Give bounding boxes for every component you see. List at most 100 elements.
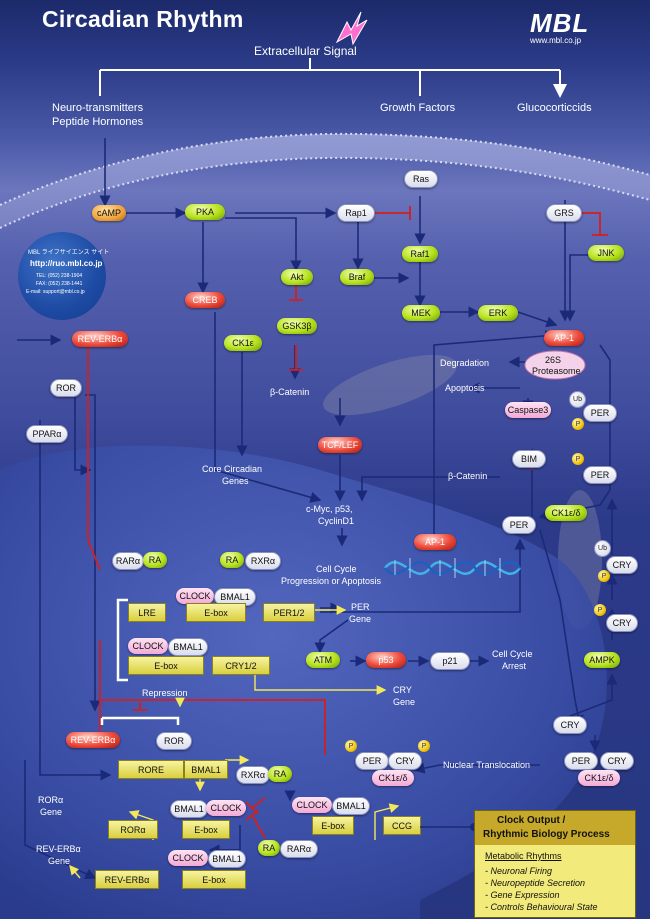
contact-line-1: MBL ライフサイエンス サイト — [28, 250, 110, 256]
camp-node: cAMP — [92, 205, 126, 221]
rara-node-left: RARα — [112, 552, 144, 570]
ppara-node: PPARα — [26, 425, 68, 443]
bmal1-gene-box: BMAL1 — [184, 760, 228, 779]
creb-node: CREB — [185, 292, 225, 308]
legend-item: - Controls Behavioural State — [485, 902, 598, 912]
brand-url: www.mbl.co.jp — [530, 36, 582, 45]
rara-node-2: RARα — [280, 840, 318, 858]
contact-line-3: TEL: (052) 238-1904 — [36, 273, 83, 279]
phosphate-icon: P — [594, 604, 606, 616]
proteasome-shape — [524, 350, 586, 380]
reverb-gene-label-1: REV-ERBα — [36, 844, 81, 854]
peptide-hormones-label: Peptide Hormones — [52, 116, 144, 128]
cry-node-4: CRY — [388, 752, 422, 770]
cry12-box: CRY1/2 — [212, 656, 270, 675]
cell-cycle-label: Cell Cycle — [316, 564, 357, 574]
raf1-node: Raf1 — [402, 246, 438, 262]
bmal1-node-5: BMAL1 — [208, 850, 246, 868]
cry-gene-label-2: Gene — [393, 697, 416, 707]
ubiquitin-icon: Ub — [569, 391, 586, 408]
ck1ed-node-3: CK1ε/δ — [372, 770, 414, 786]
beta-catenin-label-2: β-Catenin — [448, 471, 488, 481]
bmal1-node-3: BMAL1 — [170, 800, 208, 818]
clock-output-legend: Clock Output / Rhythmic Biology Process … — [474, 810, 636, 918]
per-gene-label-1: PER — [351, 602, 370, 612]
jnk-node: JNK — [588, 245, 624, 261]
clock-node-3: CLOCK — [206, 800, 246, 816]
contact-info-badge: MBL ライフサイエンス サイト http://ruo.mbl.co.jp TE… — [18, 232, 110, 320]
rxra-node-2: RXRα — [236, 766, 270, 784]
degradation-label: Degradation — [440, 358, 490, 368]
phosphate-icon: P — [598, 570, 610, 582]
ccg-box: CCG — [383, 816, 421, 835]
ebox-2: E-box — [128, 656, 204, 675]
cry-node-3: CRY — [553, 716, 587, 734]
ebox-4: E-box — [312, 816, 354, 835]
rora-gene-label-2: Gene — [40, 807, 63, 817]
phosphate-icon: P — [345, 740, 357, 752]
phosphate-icon: P — [572, 453, 584, 465]
output-connector — [420, 823, 478, 831]
per-node-2: PER — [583, 466, 617, 484]
rev-erba-node-mid: REV-ERBα — [66, 732, 120, 748]
ck1ed-node-4: CK1ε/δ — [578, 770, 620, 786]
gsk3b-node: GSK3β — [277, 318, 317, 334]
rap1-node: Rap1 — [337, 204, 375, 222]
phosphate-icon: P — [418, 740, 430, 752]
phosphate-icon: P — [572, 418, 584, 430]
cyclind1-label: CyclinD1 — [318, 516, 355, 526]
arrest-label-2: Arrest — [502, 661, 527, 671]
legend-item: - Neuronal Firing — [485, 866, 553, 876]
extracellular-signal-label: Extracellular Signal — [254, 44, 357, 58]
cry-node-5: CRY — [600, 752, 634, 770]
core-circadian-label: Core Circadian — [202, 464, 263, 474]
ebox-5: E-box — [182, 870, 246, 889]
ra-node-3: RA — [258, 840, 280, 856]
per12-box: PER1/2 — [263, 603, 315, 622]
mek-node: MEK — [402, 305, 440, 321]
cry-node-2: CRY — [606, 614, 638, 632]
clock-node-2: CLOCK — [128, 638, 168, 654]
legend-title-2: Rhythmic Biology Process — [483, 829, 610, 840]
ck1ed-node: CK1ε/δ — [545, 505, 587, 521]
repression-label: Repression — [142, 688, 188, 698]
ra-node-left: RA — [143, 552, 167, 568]
rxra-node-right: RXRα — [245, 552, 281, 570]
glucocorticoids-label: Glucocorticcids — [517, 102, 592, 114]
pka-node: PKA — [185, 204, 225, 220]
contact-line-2: http://ruo.mbl.co.jp — [30, 259, 103, 268]
mitochondrion-shape — [323, 354, 457, 416]
ebox-3: E-box — [182, 820, 230, 839]
signal-lightning-icon — [335, 11, 368, 46]
growth-factors-label: Growth Factors — [380, 102, 456, 114]
bmal1-node-4: BMAL1 — [332, 797, 370, 815]
legend-title-1: Clock Output / — [497, 815, 566, 826]
rora-box: RORα — [108, 820, 158, 839]
neurotransmitters-label: Neuro-transmitters — [52, 102, 144, 114]
ror-node: ROR — [50, 379, 82, 397]
tcf-lef-node: TCF/LEF — [318, 437, 362, 453]
ror-node-mid: ROR — [156, 732, 192, 750]
proteasome-label-2: Proteasome — [532, 366, 581, 376]
rore-box: RORE — [118, 760, 184, 779]
nuclear-translocation-label: Nuclear Translocation — [443, 760, 531, 770]
contact-line-4: FAX: (052) 238-1441 — [36, 281, 83, 287]
ra-node-2: RA — [268, 766, 292, 782]
cry-gene-label-1: CRY — [393, 685, 412, 695]
page-title: Circadian Rhythm — [42, 6, 244, 32]
clock-node-1: CLOCK — [176, 588, 214, 604]
progression-apoptosis-label: Progression or Apoptosis — [281, 576, 382, 586]
ampk-node: AMPK — [584, 652, 620, 668]
ck1e-node: CK1ε — [224, 335, 262, 351]
rev-erba-node: REV-ERBα — [72, 331, 128, 347]
ra-node-right: RA — [220, 552, 244, 568]
lre-box: LRE — [128, 603, 166, 622]
reverb-gene-label-2: Gene — [48, 856, 71, 866]
legend-item: - Neuropeptide Secretion — [485, 878, 586, 888]
ebox-1: E-box — [186, 603, 246, 622]
per-gene-label-2: Gene — [349, 614, 372, 624]
p21-node: p21 — [430, 652, 470, 670]
brand-logo: MBL — [530, 8, 590, 38]
